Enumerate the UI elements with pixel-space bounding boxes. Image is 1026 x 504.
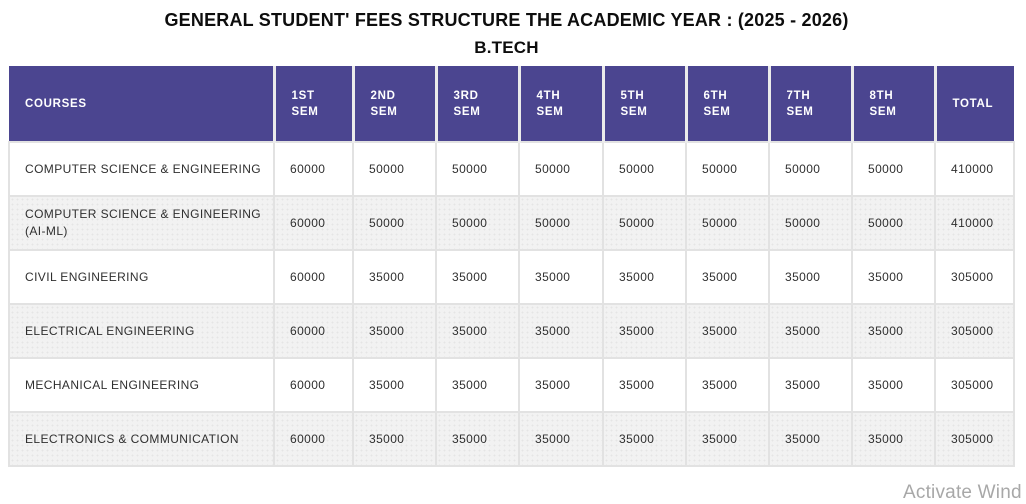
course-name-cell: COMPUTER SCIENCE & ENGINEERING (AI-ML): [8, 195, 275, 251]
sem-fee-cell: 35000: [768, 357, 853, 413]
sem-fee-cell: 50000: [435, 195, 520, 251]
fees-table-head: COURSES 1ST SEM 2ND SEM 3RD SEM 4TH SEM 5TH S…: [9, 66, 1014, 142]
sem-fee-cell: 35000: [435, 249, 520, 305]
sem-fee-cell: 35000: [518, 249, 604, 305]
sem-fee-cell: 50000: [768, 141, 853, 197]
column-header: 4TH SEM: [517, 66, 603, 142]
sem-fee-cell: 35000: [685, 303, 770, 359]
sem-fee-cell: 35000: [602, 411, 687, 467]
column-header: TOTAL: [933, 66, 1014, 142]
column-header: 8TH SEM: [850, 66, 935, 142]
table-row: ELECTRONICS & COMMUNICATION 60000 35000 350…: [8, 411, 1015, 467]
sem-fee-cell: 35000: [602, 249, 687, 305]
sem-fee-cell: 35000: [685, 357, 770, 413]
sem-fee-cell: 60000: [273, 141, 354, 197]
total-fee-cell: 410000: [934, 141, 1015, 197]
sem-fee-cell: 35000: [435, 357, 520, 413]
activate-windows-watermark: Activate Wind: [903, 482, 1022, 503]
fees-table: COURSES 1ST SEM 2ND SEM 3RD SEM 4TH SEM 5TH S…: [8, 66, 1015, 467]
sem-fee-cell: 60000: [273, 249, 354, 305]
column-header: 5TH SEM: [601, 66, 686, 142]
table-row: CIVIL ENGINEERING 60000 35000 35000 35000 350…: [8, 249, 1015, 305]
sem-fee-cell: 60000: [273, 411, 354, 467]
course-name-cell: MECHANICAL ENGINEERING: [8, 357, 275, 413]
page-subtitle: B.TECH: [474, 38, 539, 57]
sem-fee-cell: 35000: [685, 249, 770, 305]
course-name-cell: ELECTRICAL ENGINEERING: [8, 303, 275, 359]
sem-fee-cell: 35000: [518, 303, 604, 359]
sem-fee-cell: 35000: [851, 411, 936, 467]
column-header: 6TH SEM: [684, 66, 769, 142]
fees-table-body: COMPUTER SCIENCE & ENGINEERING 60000 50000…: [8, 141, 1015, 467]
sem-fee-cell: 35000: [685, 411, 770, 467]
sem-fee-cell: 50000: [518, 141, 604, 197]
sem-fee-cell: 60000: [273, 357, 354, 413]
sem-fee-cell: 50000: [602, 141, 687, 197]
total-fee-cell: 305000: [934, 303, 1015, 359]
table-row: ELECTRICAL ENGINEERING 60000 35000 35000 350…: [8, 303, 1015, 359]
sem-fee-cell: 35000: [851, 357, 936, 413]
column-header: 1ST SEM: [272, 66, 353, 142]
table-row: COMPUTER SCIENCE & ENGINEERING (AI-ML) 60…: [8, 195, 1015, 251]
sem-fee-cell: 35000: [602, 357, 687, 413]
total-fee-cell: 410000: [934, 195, 1015, 251]
sem-fee-cell: 50000: [768, 195, 853, 251]
sem-fee-cell: 50000: [602, 195, 687, 251]
column-header: 7TH SEM: [767, 66, 852, 142]
sem-fee-cell: 35000: [352, 303, 437, 359]
course-name-cell: CIVIL ENGINEERING: [8, 249, 275, 305]
sem-fee-cell: 50000: [685, 195, 770, 251]
sem-fee-cell: 50000: [352, 195, 437, 251]
sem-fee-cell: 60000: [273, 195, 354, 251]
sem-fee-cell: 60000: [273, 303, 354, 359]
column-header: COURSES: [9, 66, 274, 142]
table-row: COMPUTER SCIENCE & ENGINEERING 60000 50000…: [8, 141, 1015, 197]
sem-fee-cell: 50000: [851, 141, 936, 197]
table-row: MECHANICAL ENGINEERING 60000 35000 35000 350…: [8, 357, 1015, 413]
total-fee-cell: 305000: [934, 357, 1015, 413]
sem-fee-cell: 35000: [435, 303, 520, 359]
column-header: 2ND SEM: [351, 66, 436, 142]
sem-fee-cell: 50000: [685, 141, 770, 197]
sem-fee-cell: 35000: [518, 357, 604, 413]
column-header: 3RD SEM: [434, 66, 519, 142]
sem-fee-cell: 50000: [851, 195, 936, 251]
sem-fee-cell: 35000: [352, 411, 437, 467]
sem-fee-cell: 35000: [851, 303, 936, 359]
sem-fee-cell: 35000: [768, 411, 853, 467]
total-fee-cell: 305000: [934, 411, 1015, 467]
header-row: COURSES 1ST SEM 2ND SEM 3RD SEM 4TH SEM 5TH S…: [9, 66, 1014, 142]
total-fee-cell: 305000: [934, 249, 1015, 305]
sem-fee-cell: 35000: [851, 249, 936, 305]
sem-fee-cell: 50000: [435, 141, 520, 197]
sem-fee-cell: 35000: [352, 249, 437, 305]
course-name-cell: ELECTRONICS & COMMUNICATION: [8, 411, 275, 467]
sem-fee-cell: 50000: [518, 195, 604, 251]
course-name-cell: COMPUTER SCIENCE & ENGINEERING: [8, 141, 275, 197]
sem-fee-cell: 35000: [602, 303, 687, 359]
sem-fee-cell: 35000: [518, 411, 604, 467]
sem-fee-cell: 35000: [768, 303, 853, 359]
sem-fee-cell: 50000: [352, 141, 437, 197]
sem-fee-cell: 35000: [435, 411, 520, 467]
sem-fee-cell: 35000: [352, 357, 437, 413]
sem-fee-cell: 35000: [768, 249, 853, 305]
page-title: GENERAL STUDENT' FEES STRUCTURE THE ACAD…: [164, 10, 849, 30]
